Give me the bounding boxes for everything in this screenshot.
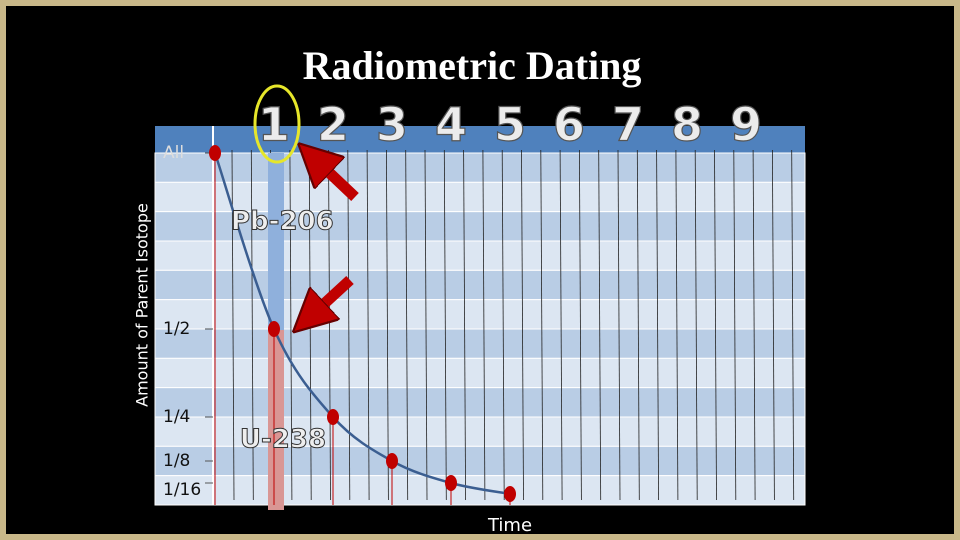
x-tick-label: 3 (376, 98, 408, 152)
table-background (154, 126, 806, 506)
column-line (617, 149, 621, 501)
arrow (318, 162, 359, 201)
highlight-ellipse (253, 84, 301, 164)
column-line (366, 149, 370, 501)
header-row (155, 126, 805, 153)
x-tick-label: 2 (317, 98, 349, 152)
x-tick-label: 6 (553, 98, 585, 152)
x-tick-label: 9 (730, 98, 762, 152)
x-tick-label: 1 (258, 98, 290, 152)
column-line (443, 149, 447, 501)
plot: 1 2 3 4 5 6 7 8 9 All 1/2 1/4 1/8 1/16 (163, 97, 763, 505)
column-line (482, 149, 486, 501)
column-line (791, 149, 795, 501)
column-line (501, 149, 505, 501)
column-line (463, 149, 466, 501)
column-line (521, 149, 524, 501)
data-point (504, 486, 516, 502)
chart-title: Radiometric Dating (303, 43, 642, 88)
y-tick-label: 1/16 (163, 480, 201, 500)
column-line (675, 149, 679, 501)
y-tick-label: 1/4 (163, 407, 190, 427)
y-tick-label: 1/8 (163, 451, 190, 471)
column-line (347, 149, 351, 501)
column-line (694, 149, 698, 501)
column-line (289, 149, 293, 501)
data-point (386, 453, 398, 469)
y-axis-label: Amount of Parent Isotope (133, 203, 152, 407)
table-row (154, 152, 806, 183)
y-tick-label: 1/2 (163, 319, 190, 339)
column-line (540, 149, 544, 501)
annotation: U-238 (240, 425, 326, 455)
x-axis-label: Time (487, 515, 532, 536)
highlight-upper (268, 153, 284, 330)
column-line (752, 149, 756, 501)
column-line (250, 149, 254, 501)
column-line (656, 149, 659, 501)
y-tick-label: All (163, 143, 184, 163)
column-line (386, 149, 389, 501)
highlight-lower (268, 330, 284, 510)
column-line (598, 149, 602, 501)
column-line (772, 149, 775, 501)
data-point (327, 409, 339, 425)
x-tick-label: 5 (494, 98, 526, 152)
table-row (154, 240, 806, 271)
column-line (424, 149, 428, 501)
column-line (733, 149, 737, 501)
data-point (209, 145, 221, 161)
column-line (405, 149, 409, 501)
column-line (579, 149, 582, 501)
x-tick-label: 4 (435, 98, 467, 152)
arrow (313, 275, 354, 314)
column-line (636, 149, 640, 501)
column-line (559, 149, 563, 501)
data-point (268, 321, 280, 337)
x-tick-label: 7 (612, 98, 644, 152)
annotation: Pb-206 (231, 207, 334, 237)
x-tick-label: 8 (671, 98, 703, 152)
data-point (445, 475, 457, 491)
column-line (714, 149, 717, 501)
